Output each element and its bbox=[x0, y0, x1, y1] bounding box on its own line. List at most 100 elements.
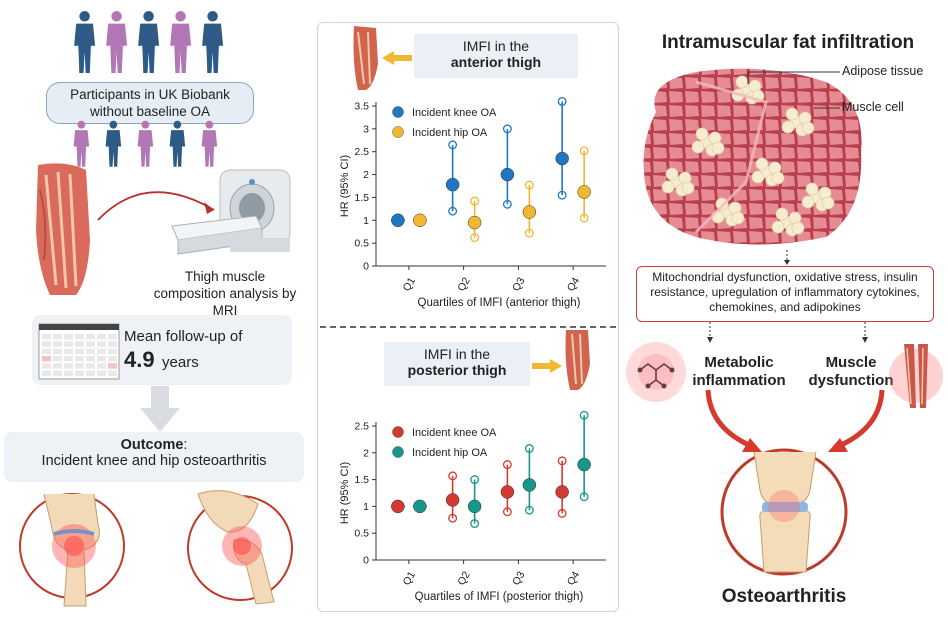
osteoarthritis-title: Osteoarthritis bbox=[721, 586, 847, 607]
y-tick-label: 2.5 bbox=[354, 146, 369, 158]
ci-lower-cap bbox=[470, 519, 480, 529]
x-tick-label: Q2 bbox=[455, 275, 472, 293]
x-tick-label: Q1 bbox=[401, 275, 418, 293]
legend-marker bbox=[392, 426, 404, 438]
muscle-dysfunction-label: Muscle dysfunction bbox=[806, 354, 896, 390]
ci-upper-cap bbox=[470, 196, 480, 206]
participants-bottom-row-icon bbox=[73, 120, 218, 167]
y-tick-label: 0.5 bbox=[354, 528, 369, 540]
ci-upper-cap bbox=[448, 140, 458, 150]
outcome-heading: Outcome: bbox=[4, 437, 304, 453]
y-tick-label: 3.5 bbox=[354, 101, 369, 113]
followup-unit: years bbox=[162, 354, 199, 371]
data-point bbox=[391, 499, 405, 514]
series-hip bbox=[412, 410, 591, 529]
hip-joint-icon bbox=[187, 490, 293, 605]
thigh-muscle-icon bbox=[36, 163, 90, 295]
y-tick-label: 1.5 bbox=[354, 192, 369, 204]
posterior-title-line2: posterior thigh bbox=[407, 362, 507, 378]
data-point bbox=[391, 213, 405, 228]
anterior-title-line1: IMFI in the bbox=[462, 38, 530, 54]
data-point bbox=[522, 478, 537, 492]
outcome-bold: Outcome bbox=[120, 437, 184, 453]
data-point bbox=[577, 457, 591, 472]
ci-lower-cap bbox=[448, 206, 458, 216]
data-point bbox=[577, 185, 591, 199]
adipose-cluster bbox=[781, 107, 815, 137]
adipose-cluster bbox=[661, 167, 695, 197]
muscle-line1: Muscle bbox=[825, 354, 877, 371]
legend-marker bbox=[392, 126, 404, 138]
data-point bbox=[500, 485, 515, 499]
followup-text: Mean follow-up of 4.9 years bbox=[124, 328, 294, 373]
ci-lower-cap bbox=[579, 213, 589, 223]
arrow-to-mri-icon bbox=[97, 191, 215, 221]
followup-prefix: Mean follow-up of bbox=[124, 328, 243, 345]
ci-lower-cap bbox=[557, 508, 567, 518]
osteoarthritis-knee-icon bbox=[720, 448, 848, 576]
data-point bbox=[500, 167, 515, 182]
posterior-chart: 0 0.5 1 1.5 2 2.5 HR (95% CI) Q1 Q2 Q3 Q4 Quartiles… bbox=[339, 410, 606, 603]
ci-upper-cap bbox=[557, 96, 567, 106]
posterior-title-line1: IMFI in the bbox=[423, 346, 491, 362]
red-arrows-icon bbox=[705, 390, 885, 452]
muscle-tissue-illustration bbox=[643, 68, 862, 245]
mri-caption: Thigh muscle composition analysis by MRI bbox=[153, 269, 297, 318]
y-tick-label: 1 bbox=[363, 215, 369, 227]
series-knee bbox=[390, 456, 569, 523]
series-knee bbox=[390, 96, 569, 228]
y-tick-label: 0 bbox=[363, 261, 369, 273]
outcome-text: Incident knee and hip osteoarthritis bbox=[41, 453, 267, 469]
ci-upper-cap bbox=[524, 180, 534, 190]
data-point bbox=[522, 205, 537, 219]
adipose-cluster bbox=[771, 207, 805, 237]
middle-panel bbox=[317, 22, 619, 612]
y-tick-label: 2 bbox=[363, 447, 369, 459]
x-tick-label: Q3 bbox=[510, 569, 527, 587]
x-tick-label: Q3 bbox=[510, 275, 527, 293]
data-point bbox=[467, 215, 482, 230]
inflammation-molecule-icon bbox=[626, 342, 686, 402]
metabolic-line1: Metabolic bbox=[704, 354, 774, 371]
series-hip bbox=[412, 146, 591, 243]
participants-top-row-icon bbox=[74, 11, 224, 73]
knee-joint-icon bbox=[19, 493, 125, 607]
ci-upper-cap bbox=[470, 475, 480, 485]
person-icon bbox=[137, 120, 154, 167]
label-muscle-cell: Muscle cell bbox=[842, 100, 904, 114]
followup-value-row: 4.9 years bbox=[124, 347, 294, 373]
ci-lower-cap bbox=[502, 199, 512, 209]
person-icon bbox=[170, 11, 192, 73]
legend-label: Incident hip OA bbox=[412, 447, 488, 459]
dotted-connector-left bbox=[707, 322, 713, 343]
x-axis-label: Quartiles of IMFI (anterior thigh) bbox=[418, 297, 581, 309]
dotted-connector-top bbox=[784, 250, 790, 265]
muscle-line2: dysfunction bbox=[808, 372, 894, 389]
x-tick-label: Q4 bbox=[565, 275, 582, 293]
ci-lower-cap bbox=[502, 507, 512, 517]
y-tick-label: 1.5 bbox=[354, 474, 369, 486]
person-figures-bottom bbox=[73, 120, 218, 167]
label-adipose-tissue: Adipose tissue bbox=[842, 64, 924, 78]
ci-upper-cap bbox=[579, 146, 589, 156]
label-leader-lines bbox=[747, 71, 840, 109]
adipose-cluster bbox=[691, 127, 725, 157]
y-tick-label: 3 bbox=[363, 123, 369, 135]
legend-label: Incident knee OA bbox=[412, 427, 497, 439]
ci-lower-cap bbox=[579, 492, 589, 502]
x-tick-label: Q4 bbox=[565, 569, 582, 587]
x-axis-label: Quartiles of IMFI (posterior thigh) bbox=[415, 591, 584, 603]
ci-lower-cap bbox=[524, 505, 534, 515]
metabolic-inflammation-label: Metabolic inflammation bbox=[684, 354, 794, 390]
anterior-chart: 0 0.5 1 1.5 2 2.5 3 3.5 HR (95% CI) Q1 Q2 Q3 Q4 Quart… bbox=[339, 96, 606, 309]
legend-label: Incident knee OA bbox=[412, 107, 497, 119]
data-point bbox=[413, 499, 427, 514]
y-tick-label: 2.5 bbox=[354, 421, 369, 433]
x-tick-label: Q1 bbox=[401, 569, 418, 587]
ci-upper-cap bbox=[448, 471, 458, 481]
participants-label: Participants in UK Biobank without basel… bbox=[70, 87, 230, 119]
posterior-title-box: IMFI in the posterior thigh bbox=[384, 342, 530, 386]
ci-lower-cap bbox=[448, 513, 458, 523]
data-point bbox=[413, 213, 427, 228]
anterior-thigh-icon bbox=[353, 26, 378, 90]
